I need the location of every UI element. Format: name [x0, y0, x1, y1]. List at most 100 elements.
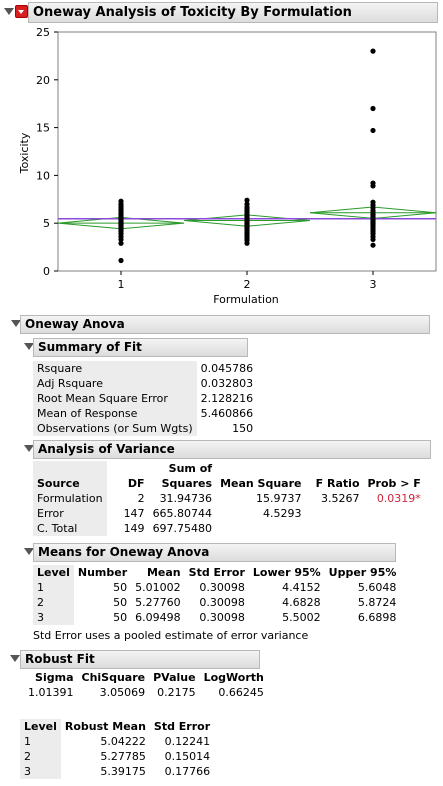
- analysis-of-variance-header[interactable]: Analysis of Variance: [33, 440, 431, 459]
- means-cell-se: 0.30098: [199, 611, 245, 624]
- anova-cell-ms: 4.5293: [263, 507, 302, 520]
- summary-row: Rsquare 0.045786: [33, 361, 257, 376]
- y-axis: 0 5 10 15 20 25: [36, 26, 58, 278]
- oneway-analysis-header[interactable]: Oneway Analysis of Toxicity By Formulati…: [28, 2, 438, 23]
- col-p: Prob > F: [367, 477, 421, 490]
- means-cell-level: 2: [33, 595, 74, 610]
- means-cell-number: 50: [113, 596, 128, 609]
- robust-cell-se: 0.12241: [164, 735, 211, 748]
- col-level: Level: [33, 565, 74, 580]
- data-point: [118, 240, 124, 246]
- summary-label: Observations (or Sum Wgts): [33, 421, 197, 436]
- summary-of-fit-header[interactable]: Summary of Fit: [33, 338, 248, 357]
- robust-cell-mean: 5.04222: [100, 735, 146, 748]
- y-tick-label: 0: [43, 265, 50, 278]
- collapse-triangle-icon[interactable]: [24, 343, 34, 350]
- collapse-triangle-icon[interactable]: [24, 445, 34, 452]
- anova-cell-df: 149: [123, 522, 145, 535]
- data-point: [244, 201, 250, 207]
- collapse-triangle-icon[interactable]: [24, 548, 34, 555]
- summary-row: Mean of Response 5.460866: [33, 406, 257, 421]
- y-tick-label: 15: [36, 122, 50, 135]
- col-pvalue: PValue: [153, 671, 196, 684]
- anova-cell-df: 147: [123, 507, 145, 520]
- col-sigma: Sigma: [35, 671, 74, 684]
- means-cell-level: 1: [33, 580, 74, 595]
- anova-row: Error 147 665.80744 4.5293: [33, 506, 425, 521]
- robust-cell-level: 2: [20, 749, 61, 764]
- anova-cell-ss: 665.80744: [152, 507, 213, 520]
- col-number: Number: [77, 566, 128, 579]
- summary-label: Adj Rsquare: [33, 376, 197, 391]
- col-ss-top: Sum of: [168, 462, 213, 475]
- means-cell-upper: 6.6898: [357, 611, 397, 624]
- anova-cell-ms: [216, 521, 305, 536]
- col-std-error: Std Error: [188, 566, 245, 579]
- anova-cell-p: [364, 521, 425, 536]
- means-row: 3 50 6.09498 0.30098 5.5002 6.6898: [33, 610, 400, 625]
- oneway-chart: 0 5 10 15 20 25 1 2 3 Toxicity Formulation: [18, 26, 437, 306]
- means-table: Level Number Mean Std Error Lower 95% Up…: [33, 565, 400, 625]
- col-std-error: Std Error: [153, 720, 211, 733]
- means-cell-upper: 5.8724: [357, 596, 397, 609]
- robust-row: 2 5.27785 0.15014: [20, 749, 214, 764]
- summary-label: Rsquare: [33, 361, 197, 376]
- robust-fit-header[interactable]: Robust Fit: [20, 650, 260, 669]
- y-tick-label: 25: [36, 26, 50, 39]
- collapse-triangle-icon[interactable]: [10, 655, 20, 662]
- col-df: DF: [127, 477, 145, 490]
- data-point: [244, 197, 250, 203]
- x-tick-label: 1: [118, 278, 125, 291]
- col-robust-mean: Robust Mean: [64, 720, 146, 733]
- col-logworth: LogWorth: [203, 671, 264, 684]
- collapse-triangle-icon[interactable]: [11, 320, 21, 327]
- anova-cell-p: [364, 506, 425, 521]
- means-cell-lower: 4.6828: [282, 596, 321, 609]
- summary-value: 150: [232, 422, 254, 435]
- anova-cell-f: [306, 521, 364, 536]
- anova-cell-ss: 31.94736: [159, 492, 213, 505]
- robust-cell-mean: 5.39175: [100, 765, 146, 778]
- robust-cell-se: 0.17766: [164, 765, 211, 778]
- x-tick-label: 2: [244, 278, 251, 291]
- anova-cell-f: 3.5267: [321, 492, 360, 505]
- red-triangle-menu-icon[interactable]: [15, 5, 28, 18]
- data-point: [370, 48, 376, 54]
- data-point: [370, 105, 376, 112]
- summary-label: Root Mean Square Error: [33, 391, 197, 406]
- col-ss-bottom: Squares: [161, 477, 213, 490]
- anova-cell-f: [306, 506, 364, 521]
- anova-cell-source: Error: [33, 506, 107, 521]
- robust-row: 3 5.39175 0.17766: [20, 764, 214, 779]
- col-upper95: Upper 95%: [328, 566, 397, 579]
- anova-cell-df: 2: [137, 492, 145, 505]
- y-tick-label: 20: [36, 74, 50, 87]
- logworth-value: 0.66245: [218, 686, 264, 699]
- anova-row: C. Total 149 697.75480: [33, 521, 425, 536]
- y-axis-label: Toxicity: [18, 132, 31, 174]
- oneway-anova-header[interactable]: Oneway Anova: [20, 315, 430, 334]
- sigma-value: 1.01391: [28, 686, 74, 699]
- pvalue-value: 0.2175: [157, 686, 196, 699]
- means-cell-number: 50: [113, 581, 128, 594]
- means-cell-lower: 5.5002: [282, 611, 321, 624]
- means-cell-level: 3: [33, 610, 74, 625]
- means-header[interactable]: Means for Oneway Anova: [33, 543, 396, 562]
- y-tick-label: 10: [36, 169, 50, 182]
- means-cell-se: 0.30098: [199, 581, 245, 594]
- x-tick-label: 3: [370, 278, 377, 291]
- means-row: 1 50 5.01002 0.30098 4.4152 5.6048: [33, 580, 400, 595]
- summary-value: 0.045786: [200, 362, 254, 375]
- collapse-triangle-icon[interactable]: [4, 8, 14, 15]
- data-point: [370, 199, 376, 205]
- robust-fit-stats-table: Sigma ChiSquare PValue LogWorth 1.01391 …: [24, 670, 268, 700]
- means-cell-mean: 6.09498: [135, 611, 181, 624]
- summary-label: Mean of Response: [33, 406, 197, 421]
- robust-cell-se: 0.15014: [164, 750, 211, 763]
- summary-value: 2.128216: [200, 392, 254, 405]
- col-mean: Mean: [146, 566, 181, 579]
- col-source: Source: [33, 461, 107, 491]
- robust-cell-level: 1: [20, 734, 61, 749]
- col-level: Level: [20, 719, 61, 734]
- data-point: [370, 180, 376, 186]
